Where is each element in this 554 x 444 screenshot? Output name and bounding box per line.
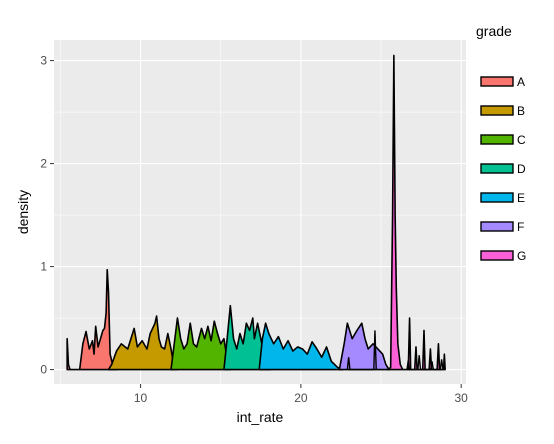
x-tick-label-30: 30 [455,391,469,405]
density-area-E [258,322,344,371]
legend-label-C: C [517,133,526,147]
legend-label-A: A [517,75,525,89]
legend-key-E [480,192,514,203]
legend-title: grade [476,23,512,39]
legend-key-A [480,76,514,87]
density-outline-0 [346,330,377,371]
density-outline-1 [406,355,444,371]
x-axis-ticks: 10 20 30 [134,384,468,405]
density-area-G [386,54,446,371]
legend-key-B [480,105,514,116]
density-area-C [170,317,232,371]
legend-key-G [480,250,514,261]
density-area-F [338,322,390,371]
legend-label-D: D [517,162,526,176]
y-tick-label-0: 0 [40,363,47,377]
legend-label-F: F [517,220,524,234]
x-axis-title: int_rate [237,409,284,425]
y-axis-ticks: 0 1 2 3 [40,54,54,377]
y-axis-title: density [15,190,31,234]
legend-label-B: B [517,104,525,118]
density-area-B [107,315,179,371]
y-tick-label-2: 2 [40,157,47,171]
x-tick-label-10: 10 [134,391,148,405]
minor-grid [54,40,466,384]
legend-key-F [480,221,514,232]
legend-label-G: G [517,249,526,263]
density-area-A [66,268,118,371]
y-tick-label-1: 1 [40,260,47,274]
y-tick-label-3: 3 [40,54,47,68]
legend-label-E: E [517,191,525,205]
legend-key-D [480,163,514,174]
series-layer [66,54,446,371]
legend: A B C D E F G [480,75,526,263]
legend-key-C [480,134,514,145]
x-tick-label-20: 20 [294,391,308,405]
